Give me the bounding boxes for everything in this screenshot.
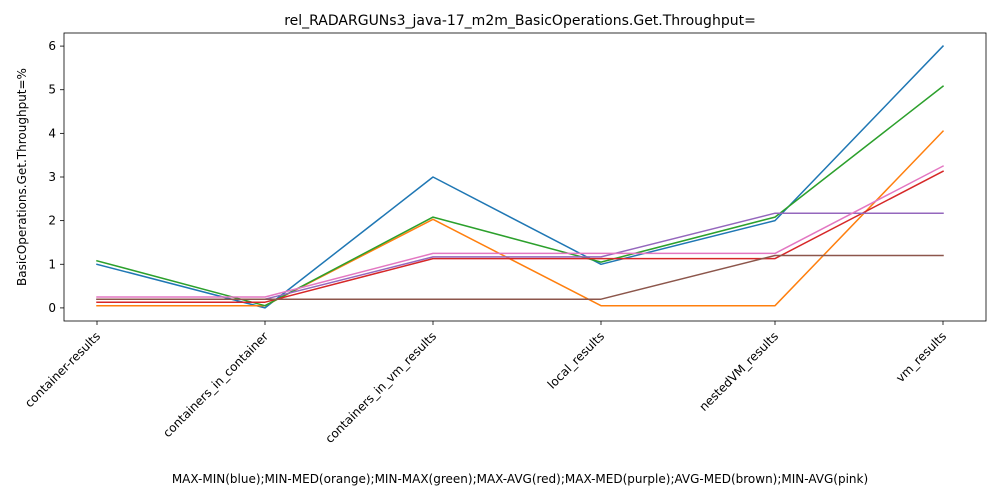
x-axis-ticks: container-results containers_in_container…: [22, 321, 949, 446]
y-tick-label: 6: [48, 39, 56, 53]
x-tick-label: local_results: [545, 329, 607, 391]
series-line-3: [96, 85, 945, 307]
y-axis-label: BasicOperations.Get.Throughput=%: [15, 68, 29, 286]
y-axis-ticks: 0 1 2 3 4 5 6: [48, 39, 64, 315]
series-layer: [96, 45, 945, 309]
x-tick-label: container-results: [22, 329, 103, 410]
x-tick-label: containers_in_container: [160, 329, 271, 440]
series-line-4: [96, 170, 945, 303]
x-tick-label: vm_results: [893, 329, 949, 385]
y-tick-label: 3: [48, 170, 56, 184]
chart-title: rel_RADARGUNs3_java-17_m2m_BasicOperatio…: [284, 13, 756, 29]
y-tick-label: 0: [48, 301, 56, 315]
series-line-7: [96, 165, 945, 298]
series-line-6: [96, 254, 944, 300]
x-axis-label: MAX-MIN(blue);MIN-MED(orange);MIN-MAX(gr…: [172, 472, 868, 486]
x-tick-label: nestedVM_results: [696, 329, 781, 414]
series-line-2: [96, 130, 945, 307]
y-tick-label: 1: [48, 257, 56, 271]
y-tick-label: 2: [48, 214, 56, 228]
x-tick-label: containers_in_vm_results: [322, 329, 439, 446]
plot-frame: [63, 32, 987, 322]
y-tick-label: 4: [48, 126, 56, 140]
series-line-1: [96, 45, 945, 309]
y-tick-label: 5: [48, 83, 56, 97]
